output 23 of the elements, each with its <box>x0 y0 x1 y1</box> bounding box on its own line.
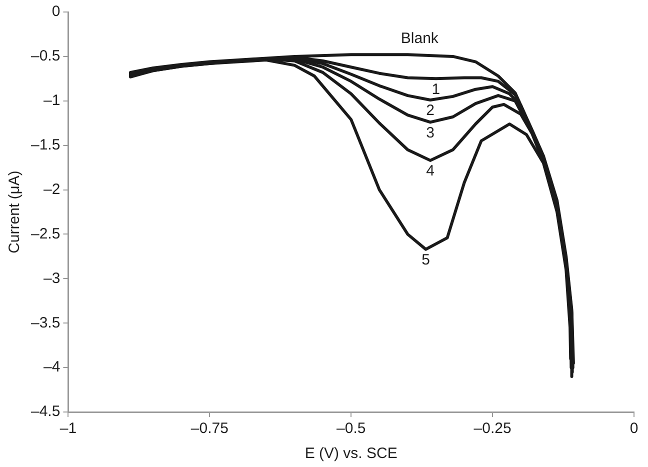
x-tick-label: –0.5 <box>336 420 366 438</box>
series-label: 3 <box>426 124 434 142</box>
y-tick-label: –1.5 <box>30 136 60 154</box>
y-tick-label: –4.5 <box>30 403 60 420</box>
y-axis-title: Current (μA) <box>6 170 24 254</box>
series-label: 2 <box>426 102 434 120</box>
y-tick-label: –0.5 <box>30 48 60 65</box>
y-tick-label: –1 <box>44 92 60 110</box>
x-tick-label: –1 <box>60 420 77 438</box>
series-label: Blank <box>400 30 439 47</box>
y-tick-label: –3 <box>44 270 60 287</box>
x-tick-label: 0 <box>630 420 638 438</box>
y-tick-label: 0 <box>52 3 60 20</box>
y-tick-label: –2 <box>44 180 60 198</box>
y-tick-label: –2.5 <box>30 225 60 242</box>
y-tick-label: –3.5 <box>30 314 60 332</box>
x-tick-label: –0.75 <box>190 420 228 438</box>
x-tick-label: –0.25 <box>474 420 512 438</box>
series-label: 1 <box>432 80 440 98</box>
x-axis-title: E (V) vs. SCE <box>304 445 398 462</box>
series-label: 4 <box>426 162 434 180</box>
y-tick-label: –4 <box>44 358 60 376</box>
series-label: 5 <box>422 251 430 268</box>
